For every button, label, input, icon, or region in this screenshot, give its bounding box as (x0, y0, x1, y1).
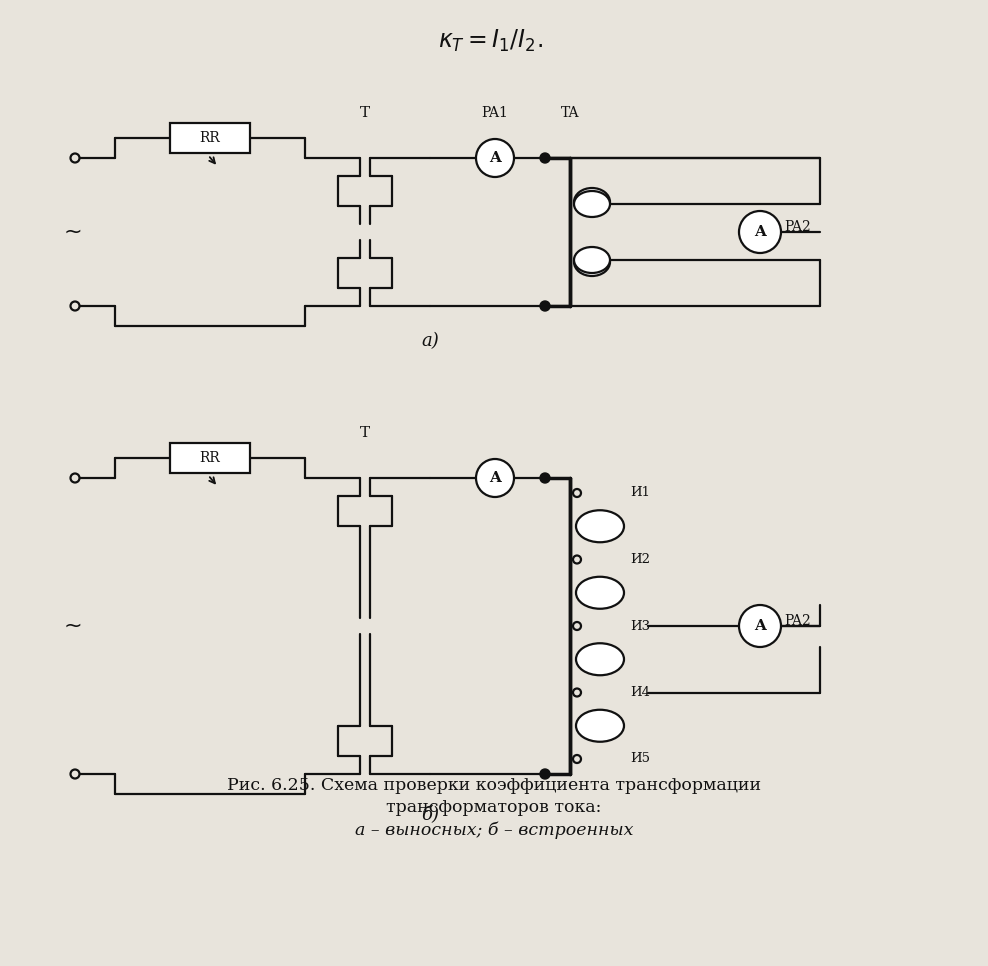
Text: а): а) (421, 332, 439, 350)
Circle shape (70, 473, 79, 482)
Circle shape (573, 689, 581, 696)
Text: RR: RR (200, 451, 220, 465)
Text: RR: RR (200, 131, 220, 145)
Circle shape (476, 459, 514, 497)
Circle shape (70, 301, 79, 310)
Text: A: A (489, 471, 501, 485)
Circle shape (739, 211, 781, 253)
Circle shape (540, 769, 550, 779)
Text: трансформаторов тока:: трансформаторов тока: (386, 800, 602, 816)
Bar (170, 443, 250, 473)
Ellipse shape (576, 710, 624, 742)
Text: И5: И5 (630, 753, 650, 765)
Circle shape (573, 755, 581, 763)
Circle shape (70, 770, 79, 779)
Circle shape (540, 301, 550, 311)
Circle shape (476, 139, 514, 177)
Text: И4: И4 (630, 686, 650, 699)
Ellipse shape (576, 510, 624, 542)
Text: T: T (360, 106, 370, 120)
Ellipse shape (574, 191, 610, 217)
Text: ~: ~ (63, 222, 82, 242)
Text: а – выносных; б – встроенных: а – выносных; б – встроенных (355, 821, 633, 838)
Text: T: T (360, 426, 370, 440)
Ellipse shape (574, 188, 610, 216)
Ellipse shape (574, 248, 610, 276)
Bar (170, 123, 250, 153)
Text: A: A (489, 151, 501, 165)
Text: $\kappa_T = I_1/I_2.$: $\kappa_T = I_1/I_2.$ (438, 28, 542, 54)
Circle shape (739, 605, 781, 647)
Circle shape (573, 622, 581, 630)
Circle shape (70, 154, 79, 162)
Text: PA1: PA1 (481, 106, 509, 120)
Circle shape (540, 473, 550, 483)
Text: ~: ~ (63, 616, 82, 636)
Text: PA2: PA2 (784, 220, 811, 234)
Text: Рис. 6.25. Схема проверки коэффициента трансформации: Рис. 6.25. Схема проверки коэффициента т… (227, 778, 761, 794)
Text: A: A (754, 619, 766, 633)
Circle shape (573, 555, 581, 563)
Text: б): б) (421, 805, 439, 823)
Circle shape (573, 489, 581, 497)
Ellipse shape (576, 577, 624, 609)
Circle shape (540, 153, 550, 163)
Ellipse shape (574, 247, 610, 273)
Text: И1: И1 (630, 487, 650, 499)
Text: И2: И2 (630, 553, 650, 566)
Text: PA2: PA2 (784, 614, 811, 628)
Text: И3: И3 (630, 619, 650, 633)
Text: A: A (754, 225, 766, 239)
Text: TA: TA (561, 106, 579, 120)
Ellipse shape (576, 643, 624, 675)
